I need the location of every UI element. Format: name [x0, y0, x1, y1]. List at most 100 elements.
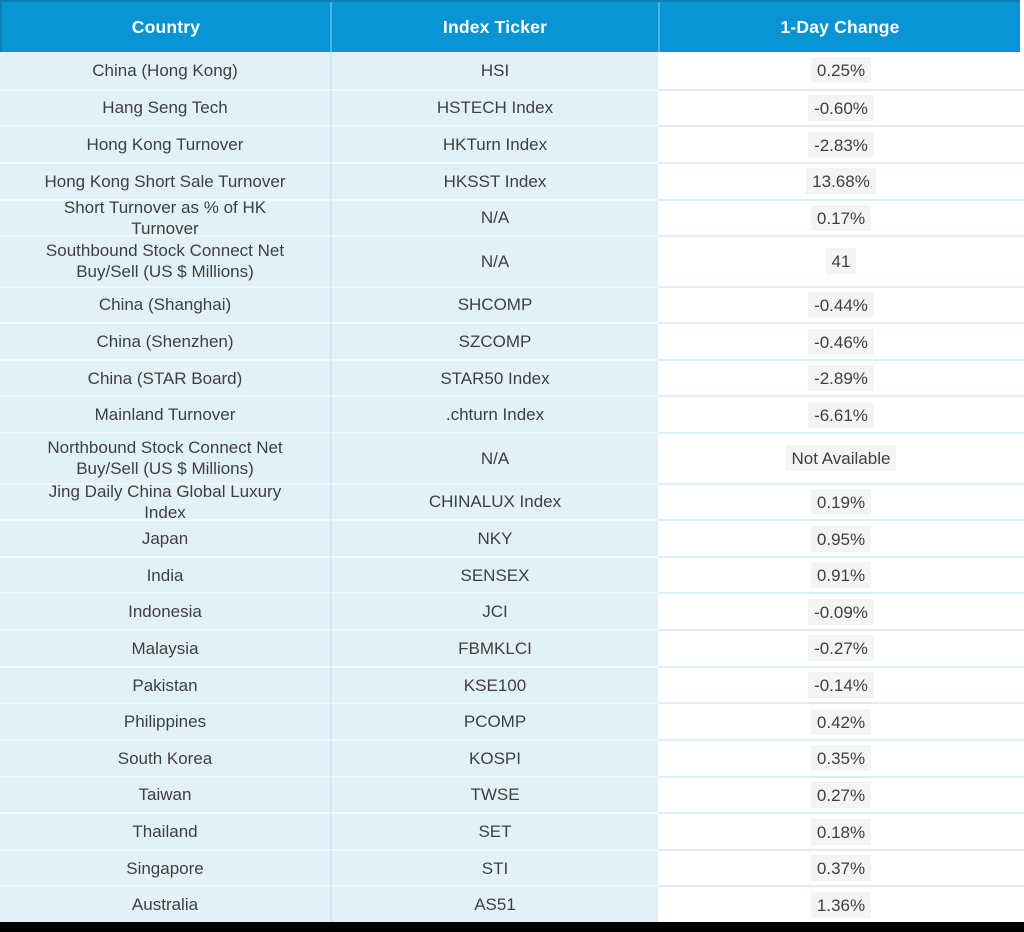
ticker-label: SZCOMP: [458, 332, 532, 352]
country-label: Indonesia: [128, 602, 202, 622]
country-cell: Taiwan: [0, 775, 330, 813]
country-cell: South Korea: [0, 738, 330, 776]
country-cell: Jing Daily China Global Luxury Index: [0, 481, 330, 522]
country-cell: Hang Seng Tech: [0, 88, 330, 126]
ticker-label: TWSE: [470, 785, 520, 805]
header-cell-index-ticker: Index Ticker: [330, 2, 658, 52]
country-cell: Malaysia: [0, 629, 330, 666]
change-cell: -0.27%: [658, 629, 1024, 666]
ticker-label: JCI: [482, 602, 508, 622]
change-value: -0.27%: [808, 635, 874, 662]
bottom-border-bar: [0, 922, 1024, 932]
country-label: Hong Kong Short Sale Turnover: [44, 171, 286, 191]
country-cell: India: [0, 555, 330, 593]
table-row: India SENSEX 0.91%: [0, 555, 1024, 593]
ticker-label: HSTECH Index: [436, 98, 554, 118]
ticker-cell: SET: [330, 812, 658, 849]
country-label: India: [146, 565, 184, 585]
change-value: 0.18%: [810, 818, 872, 845]
ticker-cell: HSI: [330, 52, 658, 89]
table-header: Country Index Ticker 1-Day Change: [0, 0, 1020, 52]
table-row: Philippines PCOMP 0.42%: [0, 702, 1024, 739]
country-label: China (Shanghai): [98, 295, 232, 315]
ticker-cell: KSE100: [330, 665, 658, 703]
ticker-cell: .chturn Index: [330, 395, 658, 433]
ticker-label: SHCOMP: [457, 295, 533, 315]
country-label: Malaysia: [131, 638, 199, 658]
change-value: 13.68%: [806, 168, 876, 195]
country-cell: Hong Kong Turnover: [0, 125, 330, 162]
ticker-cell: HKTurn Index: [330, 125, 658, 162]
change-value: 0.27%: [810, 781, 872, 808]
ticker-cell: STI: [330, 848, 658, 886]
ticker-cell: TWSE: [330, 775, 658, 813]
change-cell: 0.95%: [658, 519, 1024, 556]
change-value: -0.44%: [808, 291, 874, 318]
change-cell: -0.09%: [658, 592, 1024, 630]
table-row: Malaysia FBMKLCI -0.27%: [0, 629, 1024, 666]
country-cell: Singapore: [0, 848, 330, 886]
ticker-label: NKY: [477, 529, 513, 549]
ticker-label: STAR50 Index: [440, 368, 550, 388]
ticker-label: AS51: [474, 895, 516, 915]
change-value: -0.46%: [808, 328, 874, 355]
change-cell: 0.17%: [658, 198, 1024, 236]
change-cell: 1.36%: [658, 885, 1024, 923]
country-label: Jing Daily China Global Luxury Index: [48, 481, 282, 522]
ticker-cell: JCI: [330, 592, 658, 630]
table-row: Mainland Turnover .chturn Index -6.61%: [0, 395, 1024, 433]
change-value: -0.60%: [808, 94, 874, 121]
table-row: Thailand SET 0.18%: [0, 812, 1024, 849]
country-cell: Philippines: [0, 702, 330, 739]
ticker-cell: SZCOMP: [330, 322, 658, 359]
table-row: Japan NKY 0.95%: [0, 519, 1024, 556]
ticker-label: STI: [481, 858, 509, 878]
change-cell: 0.91%: [658, 555, 1024, 593]
change-cell: 0.25%: [658, 52, 1024, 89]
table-row: South Korea KOSPI 0.35%: [0, 738, 1024, 776]
ticker-label: SENSEX: [460, 565, 530, 585]
header-cell-country: Country: [131, 16, 201, 37]
change-value: 0.91%: [810, 562, 872, 589]
change-value: -2.89%: [808, 365, 874, 392]
ticker-cell: HSTECH Index: [330, 88, 658, 126]
country-cell: Hong Kong Short Sale Turnover: [0, 161, 330, 199]
country-cell: China (Shenzhen): [0, 322, 330, 359]
change-value: 0.35%: [810, 745, 872, 772]
ticker-cell: CHINALUX Index: [330, 482, 658, 520]
table-body: China (Hong Kong) HSI 0.25% Hang Seng Te…: [0, 52, 1024, 923]
change-value: 0.42%: [810, 708, 872, 735]
change-cell: -6.61%: [658, 395, 1024, 433]
change-value: -2.83%: [808, 131, 874, 158]
change-value: 0.19%: [810, 488, 872, 515]
ticker-label: CHINALUX Index: [428, 492, 562, 512]
country-label: Thailand: [132, 822, 198, 842]
country-cell: Northbound Stock Connect Net Buy/Sell (U…: [0, 432, 330, 483]
ticker-cell: HKSST Index: [330, 161, 658, 199]
country-label: Australia: [131, 895, 199, 915]
table-row: Indonesia JCI -0.09%: [0, 592, 1024, 630]
country-label: Singapore: [126, 858, 204, 878]
change-value: 0.95%: [810, 525, 872, 552]
country-cell: Japan: [0, 519, 330, 556]
change-cell: -0.60%: [658, 88, 1024, 126]
country-label: China (STAR Board): [87, 368, 243, 388]
ticker-label: .chturn Index: [445, 405, 545, 425]
ticker-cell: SHCOMP: [330, 285, 658, 323]
country-label: China (Shenzhen): [96, 332, 234, 352]
change-cell: 13.68%: [658, 161, 1024, 199]
change-cell: 0.37%: [658, 848, 1024, 886]
country-cell: Southbound Stock Connect Net Buy/Sell (U…: [0, 235, 330, 286]
country-label: Hang Seng Tech: [102, 98, 228, 118]
ticker-cell: SENSEX: [330, 555, 658, 593]
ticker-cell: N/A: [330, 235, 658, 286]
table-row: Hong Kong Short Sale Turnover HKSST Inde…: [0, 161, 1024, 199]
change-value: 41: [825, 248, 857, 275]
table-row: Pakistan KSE100 -0.14%: [0, 665, 1024, 703]
change-cell: Not Available: [658, 432, 1024, 483]
change-cell: -2.83%: [658, 125, 1024, 162]
ticker-label: PCOMP: [463, 712, 527, 732]
change-value: Not Available: [785, 445, 897, 472]
country-label: Pakistan: [132, 675, 198, 695]
country-label: Hong Kong Turnover: [86, 135, 244, 155]
